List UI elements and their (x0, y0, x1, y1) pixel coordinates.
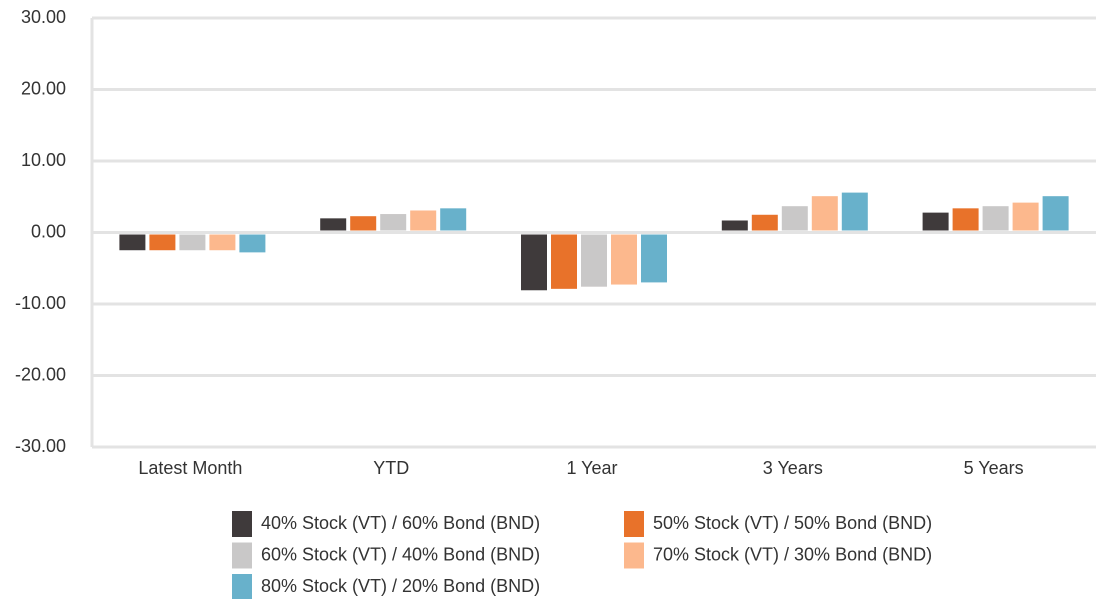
bar (751, 214, 778, 231)
y-tick-label: 0.00 (31, 221, 66, 241)
legend-label: 40% Stock (VT) / 60% Bond (BND) (261, 513, 540, 533)
bar (521, 234, 547, 291)
bar (611, 234, 637, 285)
legend-swatch (624, 511, 644, 537)
legend-label: 50% Stock (VT) / 50% Bond (BND) (653, 513, 932, 533)
bar (239, 234, 266, 253)
legend-label: 60% Stock (VT) / 40% Bond (BND) (261, 544, 540, 564)
legend-swatch (232, 574, 252, 599)
bar (982, 206, 1009, 231)
y-tick-label: 10.00 (21, 150, 66, 170)
bar (350, 216, 377, 231)
bar (380, 214, 407, 231)
y-tick-label: 20.00 (21, 78, 66, 98)
bar (410, 210, 437, 231)
x-tick-label: 3 Years (763, 458, 823, 478)
bar (811, 196, 838, 231)
bar (952, 208, 979, 231)
bar (581, 234, 607, 287)
x-tick-label: 5 Years (964, 458, 1024, 478)
legend-swatch (232, 511, 252, 537)
bar (922, 212, 949, 231)
bar (209, 234, 236, 251)
x-tick-label: YTD (373, 458, 409, 478)
bar (641, 234, 667, 283)
bar (440, 208, 467, 231)
bar (721, 220, 748, 231)
legend-swatch (232, 542, 252, 569)
bar (1012, 202, 1039, 231)
y-tick-label: -20.00 (15, 364, 66, 384)
y-tick-label: 30.00 (21, 7, 66, 27)
y-tick-label: -10.00 (15, 293, 66, 313)
x-tick-label: Latest Month (138, 458, 242, 478)
legend-swatch (624, 542, 644, 569)
bar (179, 234, 206, 251)
y-tick-label: -30.00 (15, 436, 66, 456)
bar (119, 234, 146, 251)
bar (781, 206, 808, 231)
bar (1042, 196, 1069, 231)
x-tick-label: 1 Year (566, 458, 617, 478)
bar (551, 234, 577, 289)
bar (149, 234, 176, 251)
bar (320, 218, 347, 231)
legend-label: 70% Stock (VT) / 30% Bond (BND) (653, 544, 932, 564)
legend-label: 80% Stock (VT) / 20% Bond (BND) (261, 576, 540, 596)
bar (841, 192, 868, 231)
